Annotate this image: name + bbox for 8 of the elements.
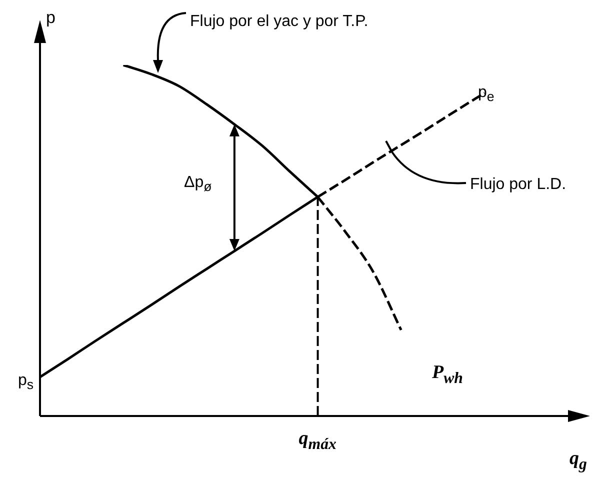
- annotation: P$_{wh}$: [432, 362, 463, 387]
- text: Flujo por el yac y por T.P.: [190, 13, 368, 30]
- x-axis-title: q$_{g}$: [570, 448, 587, 473]
- annotation: Flujo por L.D.: [470, 176, 566, 194]
- text: q$_{máx}$: [298, 428, 336, 453]
- annotation: Δp$_{ø}$: [184, 174, 212, 194]
- text: p$_{s}$: [18, 372, 34, 392]
- y-axis-title: p: [46, 8, 56, 28]
